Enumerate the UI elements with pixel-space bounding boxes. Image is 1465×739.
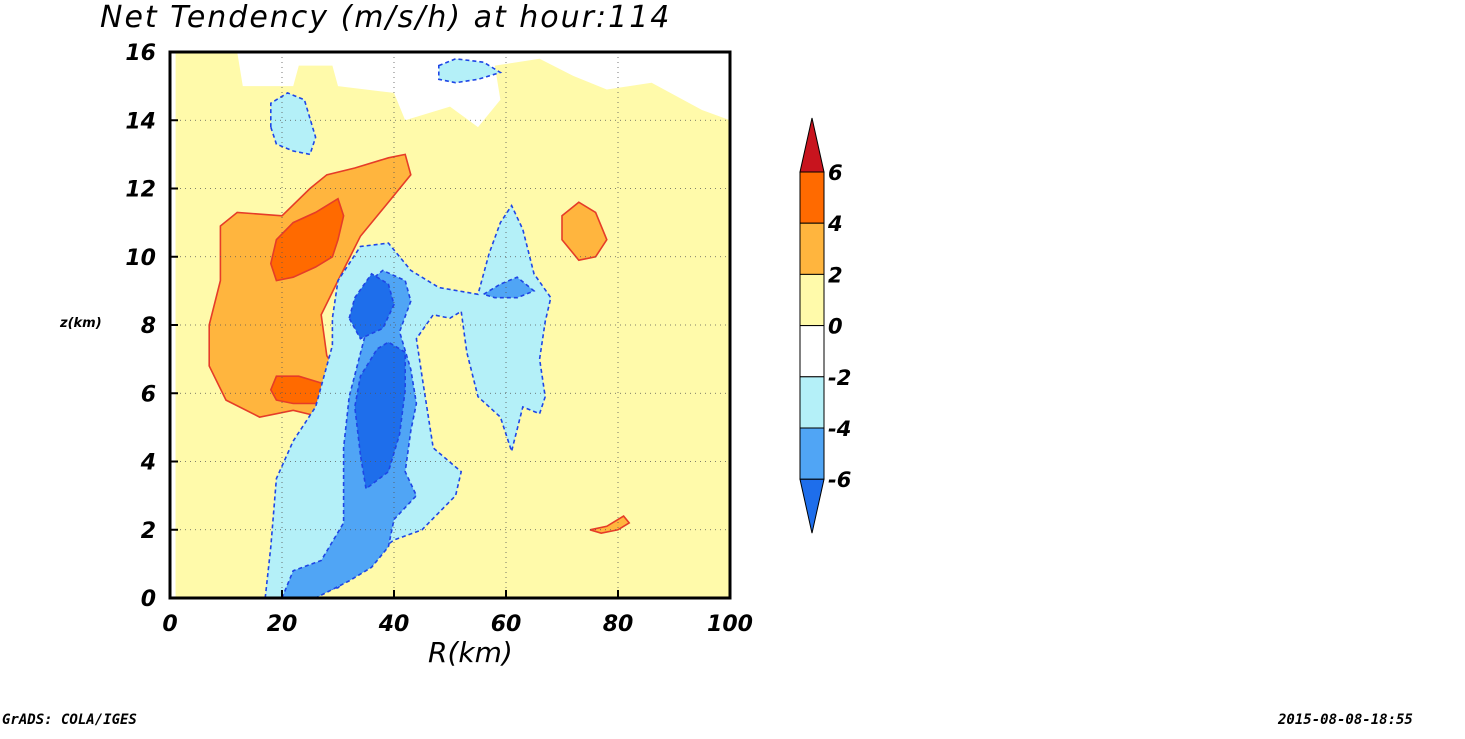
contour-region-10: [437, 57, 503, 84]
colorbar-bin-6: [799, 427, 825, 480]
y-axis-label: z(km): [59, 316, 102, 331]
colorbar-bin-2: [799, 222, 825, 275]
colorbar-label-3: 0: [828, 315, 843, 339]
y-tick-label-0: 0: [141, 587, 156, 612]
colorbar-label-2: 2: [828, 263, 843, 287]
contour-region-13: [353, 341, 407, 491]
x-tick-label-20: 20: [267, 612, 298, 637]
x-tick-label-100: 100: [707, 612, 753, 637]
colorbar-bin-3: [799, 273, 825, 327]
colorbar-label-5: -4: [828, 417, 851, 441]
colorbar-bin-4: [799, 325, 825, 378]
footer-left: GrADS: COLA/IGES: [2, 712, 137, 728]
contour-region-14: [348, 272, 395, 340]
y-axis: 0 2 4 6 8 10 12 14 16: [125, 41, 178, 612]
contour-fills: [170, 52, 731, 599]
footer-right: 2015-08-08-18:55: [1278, 712, 1413, 728]
y-tick-label-4: 4: [140, 451, 156, 476]
y-tick-label-6: 6: [141, 382, 156, 407]
colorbar-label-4: -2: [828, 366, 851, 390]
y-tick-label-2: 2: [141, 519, 156, 544]
x-tick-label-0: 0: [162, 612, 177, 637]
chart-title: Net Tendency (m/s/h) at hour:114: [100, 0, 671, 35]
contour-region-6: [269, 197, 345, 282]
grid-lines: [170, 52, 730, 598]
y-tick-label-8: 8: [141, 314, 156, 339]
x-tick-label-40: 40: [378, 612, 410, 637]
x-axis-label: R(km): [428, 636, 513, 669]
colorbar-arrow-bottom: [799, 478, 825, 534]
x-tick-label-80: 80: [603, 612, 634, 637]
colorbar-label-1: 4: [827, 212, 843, 236]
colorbar: 6 4 2 0 -2 -4 -6: [799, 117, 851, 534]
colorbar-bin-1: [799, 171, 825, 224]
x-axis: 0 20 40 60 80 100: [162, 590, 753, 637]
contour-region-12: [481, 276, 536, 299]
colorbar-bin-5: [799, 376, 825, 429]
contour-region-5: [589, 515, 631, 535]
contour-region-9: [269, 92, 317, 156]
colorbar-label-6: -6: [828, 468, 851, 492]
y-tick-label-16: 16: [125, 41, 156, 66]
colorbar-arrow-top: [799, 117, 825, 173]
y-tick-label-12: 12: [125, 178, 156, 203]
colorbar-label-0: 6: [828, 161, 843, 185]
contour-region-4: [561, 201, 608, 262]
y-tick-label-10: 10: [125, 246, 156, 271]
y-tick-label-14: 14: [125, 109, 156, 134]
x-tick-label-60: 60: [491, 612, 522, 637]
